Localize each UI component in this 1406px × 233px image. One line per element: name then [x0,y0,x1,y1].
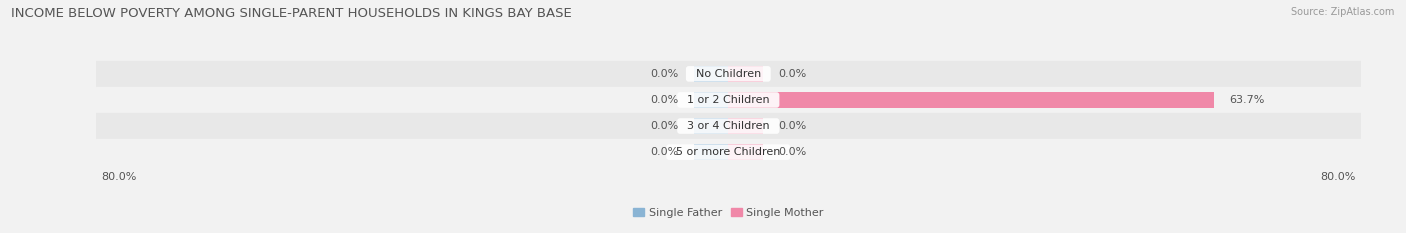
Text: 63.7%: 63.7% [1229,95,1264,105]
Text: 0.0%: 0.0% [651,147,679,157]
Bar [96,61,1361,87]
Text: 0.0%: 0.0% [651,121,679,131]
Bar [96,113,1361,139]
Bar [728,92,1213,108]
Bar [728,66,762,82]
Bar [96,87,1361,113]
Text: 1 or 2 Children: 1 or 2 Children [681,95,776,105]
Text: Source: ZipAtlas.com: Source: ZipAtlas.com [1291,7,1395,17]
Text: No Children: No Children [689,69,768,79]
Text: 0.0%: 0.0% [778,121,806,131]
Bar [695,92,728,108]
Legend: Single Father, Single Mother: Single Father, Single Mother [628,203,828,223]
Text: 5 or more Children: 5 or more Children [669,147,787,157]
Text: 0.0%: 0.0% [651,95,679,105]
Bar [728,118,762,134]
Bar [695,144,728,160]
Text: 3 or 4 Children: 3 or 4 Children [681,121,776,131]
Text: 0.0%: 0.0% [651,69,679,79]
Bar [695,118,728,134]
Text: 0.0%: 0.0% [778,147,806,157]
Bar [728,144,762,160]
Text: 0.0%: 0.0% [778,69,806,79]
Bar [96,139,1361,165]
Text: INCOME BELOW POVERTY AMONG SINGLE-PARENT HOUSEHOLDS IN KINGS BAY BASE: INCOME BELOW POVERTY AMONG SINGLE-PARENT… [11,7,572,20]
Bar [695,66,728,82]
